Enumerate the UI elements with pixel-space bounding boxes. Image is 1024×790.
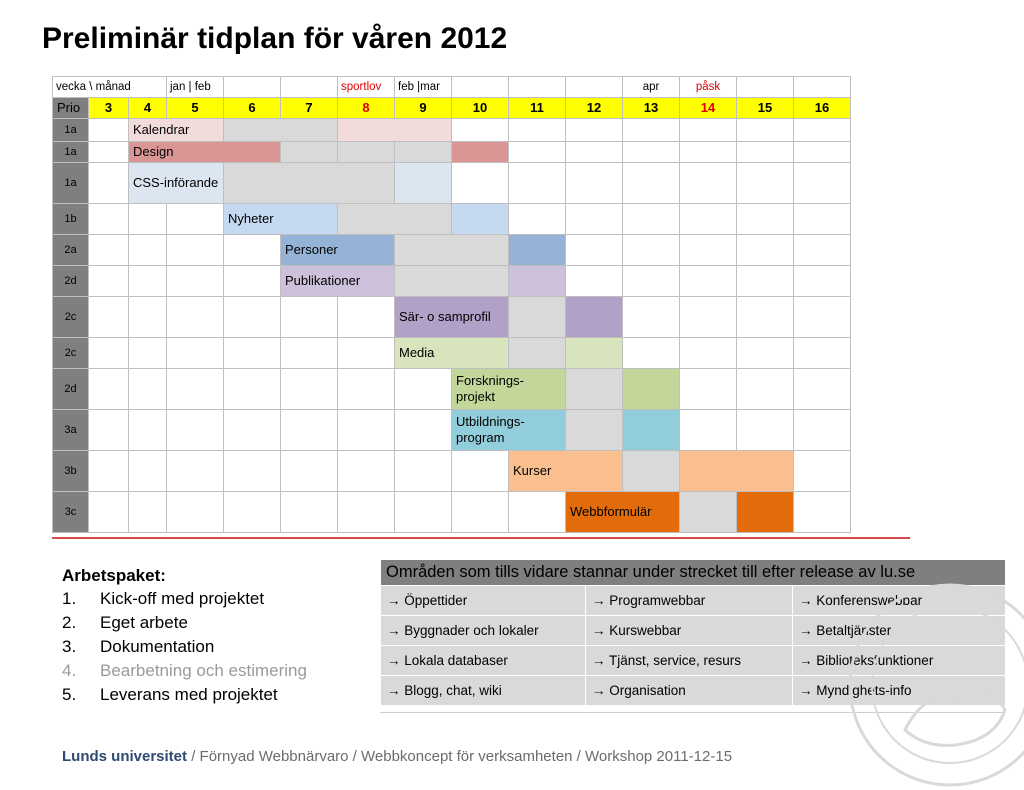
week-cell: 12 bbox=[565, 97, 623, 119]
task-kurser: Kurser bbox=[508, 450, 623, 492]
task-row-personer: 2a Personer bbox=[52, 234, 851, 266]
week-cell: 10 bbox=[451, 97, 509, 119]
task-personer: Personer bbox=[280, 234, 395, 266]
table-row: → Byggnader och lokaler → Kurswebbar → B… bbox=[380, 615, 1007, 646]
prio-cell: 3b bbox=[52, 450, 89, 492]
prio-cell: 3a bbox=[52, 409, 89, 451]
task-row-forskning: 2d Forsknings-projekt bbox=[52, 368, 851, 410]
prio-cell: 3c bbox=[52, 491, 89, 533]
area-cell: → Betaltjänster bbox=[791, 615, 1007, 646]
week-cell: 3 bbox=[88, 97, 129, 119]
university-seal-icon bbox=[848, 583, 1024, 787]
prio-cell: 2a bbox=[52, 234, 89, 266]
task-row-design: 1a Design bbox=[52, 141, 851, 163]
areas-table: Områden som tills vidare stannar under s… bbox=[379, 559, 1007, 706]
prio-header: Prio bbox=[52, 97, 89, 119]
task-sarprofil: Sär- o samprofil bbox=[394, 296, 509, 338]
area-cell: → Tjänst, service, resurs bbox=[585, 645, 793, 676]
prio-cell: 1a bbox=[52, 118, 89, 142]
task-row-utbildning: 3a Utbildnings-program bbox=[52, 409, 851, 451]
area-cell: → Myndighets-info bbox=[791, 675, 1007, 706]
area-cell: → Lokala databaser bbox=[380, 645, 586, 676]
task-row-css: 1a CSS-införande bbox=[52, 162, 851, 204]
task-row-kurser: 3b Kurser bbox=[52, 450, 851, 492]
jan-feb-label: jan | feb bbox=[166, 76, 224, 98]
sportlov-label: sportlov bbox=[337, 76, 395, 98]
task-publikationer: Publikationer bbox=[280, 265, 395, 297]
areas-header: Områden som tills vidare stannar under s… bbox=[379, 559, 1007, 586]
week-cell: 16 bbox=[793, 97, 851, 119]
task-design: Design bbox=[128, 141, 281, 163]
table-row: → Blogg, chat, wiki → Organisation → Myn… bbox=[380, 675, 1007, 706]
task-row-sarprofil: 2c Sär- o samprofil bbox=[52, 296, 851, 338]
footer-university: Lunds universitet bbox=[62, 748, 188, 765]
task-utbildning: Utbildnings-program bbox=[451, 409, 566, 451]
list-item: 5. Leverans med projektet bbox=[62, 685, 278, 704]
area-cell: → Byggnader och lokaler bbox=[380, 615, 586, 646]
week-cell: 11 bbox=[508, 97, 566, 119]
prio-cell: 2c bbox=[52, 337, 89, 369]
task-nyheter: Nyheter bbox=[223, 203, 338, 235]
list-item: 3. Dokumentation bbox=[62, 637, 215, 656]
area-cell: → Organisation bbox=[585, 675, 793, 706]
area-cell: → Biblioteksfunktioner bbox=[791, 645, 1007, 676]
area-cell: → Kurswebbar bbox=[585, 615, 793, 646]
list-item: 4. Bearbetning och estimering bbox=[62, 661, 307, 680]
week-row: Prio 3 4 5 6 7 8 9 10 11 12 13 14 15 16 bbox=[52, 97, 851, 119]
task-webbformular: Webbformulär bbox=[565, 491, 680, 533]
list-item: 2. Eget arbete bbox=[62, 613, 188, 632]
task-css: CSS-införande bbox=[128, 162, 224, 204]
area-cell: → Programwebbar bbox=[585, 585, 793, 616]
month-header-row: vecka \ månad jan | feb sportlov feb |ma… bbox=[52, 76, 851, 98]
vecka-manad-label: vecka \ månad bbox=[52, 76, 167, 98]
task-row-kalendrar: 1a Kalendrar bbox=[52, 118, 851, 142]
prio-cell: 2d bbox=[52, 265, 89, 297]
week-cell: 9 bbox=[394, 97, 452, 119]
week-cell: 5 bbox=[166, 97, 224, 119]
task-row-webbformular: 3c Webbformulär bbox=[52, 491, 851, 533]
footer: Lunds universitet / Förnyad Webbnärvaro … bbox=[62, 748, 732, 765]
feb-mar-label: feb |mar bbox=[394, 76, 452, 98]
task-media: Media bbox=[394, 337, 509, 369]
task-row-media: 2c Media bbox=[52, 337, 851, 369]
week-cell: 6 bbox=[223, 97, 281, 119]
table-row: → Öppettider → Programwebbar → Konferens… bbox=[380, 585, 1007, 616]
area-cell: → Blogg, chat, wiki bbox=[380, 675, 586, 706]
prio-cell: 1b bbox=[52, 203, 89, 235]
week-cell: 7 bbox=[280, 97, 338, 119]
page-title: Preliminär tidplan för våren 2012 bbox=[42, 22, 508, 55]
pask-label: påsk bbox=[679, 76, 737, 98]
task-kalendrar: Kalendrar bbox=[128, 118, 224, 142]
list-item: 1. Kick-off med projektet bbox=[62, 589, 265, 608]
week-cell: 13 bbox=[622, 97, 680, 119]
area-cell: → Öppettider bbox=[380, 585, 586, 616]
task-row-publikationer: 2d Publikationer bbox=[52, 265, 851, 297]
arbetspaket-list: Arbetspaket: 1. Kick-off med projektet 2… bbox=[62, 566, 307, 707]
week-cell: 8 bbox=[337, 97, 395, 119]
schedule-table: vecka \ månad jan | feb sportlov feb |ma… bbox=[52, 76, 851, 533]
prio-cell: 2d bbox=[52, 368, 89, 410]
week-cell: 14 bbox=[679, 97, 737, 119]
divider bbox=[380, 712, 1005, 713]
task-row-nyheter: 1b Nyheter bbox=[52, 203, 851, 235]
prio-cell: 1a bbox=[52, 162, 89, 204]
arbetspaket-title: Arbetspaket: bbox=[62, 566, 166, 585]
prio-cell: 1a bbox=[52, 141, 89, 163]
prio-cell: 2c bbox=[52, 296, 89, 338]
footer-text: / Förnyad Webbnärvaro / Webbkoncept för … bbox=[187, 748, 733, 765]
week-cell: 4 bbox=[128, 97, 167, 119]
apr-label: apr bbox=[622, 76, 680, 98]
table-row: → Lokala databaser → Tjänst, service, re… bbox=[380, 645, 1007, 676]
release-line bbox=[52, 537, 910, 539]
task-forskning: Forsknings-projekt bbox=[451, 368, 566, 410]
week-cell: 15 bbox=[736, 97, 794, 119]
